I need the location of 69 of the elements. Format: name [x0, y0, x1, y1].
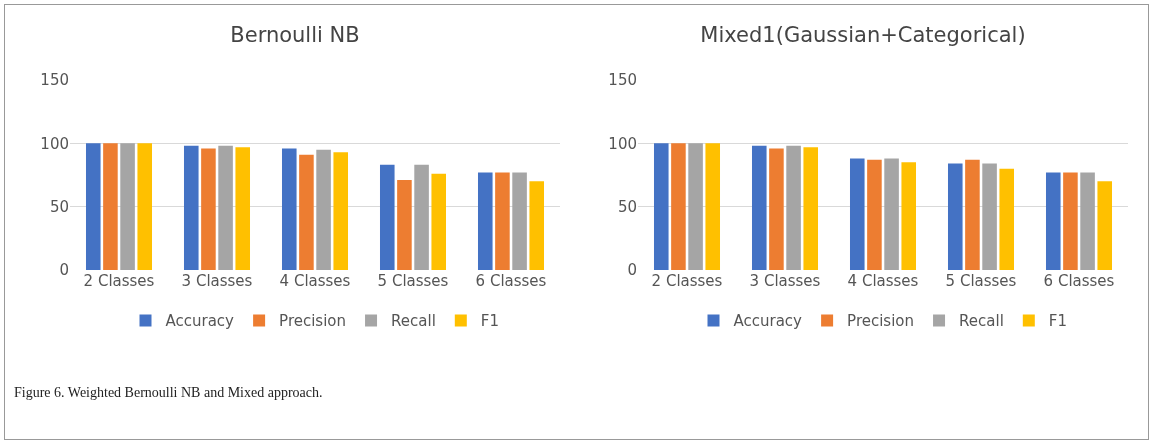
- bar: [1097, 181, 1113, 270]
- bar: [653, 143, 669, 270]
- x-tick-label: 6 Classes: [475, 272, 547, 290]
- bar: [512, 172, 527, 270]
- legend-label: Precision: [279, 312, 347, 331]
- bar: [999, 168, 1015, 270]
- legend-label: Accuracy: [733, 312, 803, 331]
- legend-label: F1: [480, 312, 499, 331]
- y-tick-label: 150: [608, 71, 637, 90]
- x-tick-label: 2 Classes: [83, 272, 155, 290]
- bar: [137, 143, 153, 270]
- y-tick-label: 100: [40, 134, 69, 153]
- bar: [1045, 172, 1061, 270]
- legend-label: Recall: [391, 312, 436, 331]
- bar: [947, 163, 963, 270]
- x-tick-label: 5 Classes: [945, 272, 1017, 290]
- bar: [751, 145, 767, 270]
- y-tick-label: 50: [49, 197, 69, 216]
- bar: [85, 143, 101, 270]
- legend-label: Recall: [959, 312, 1004, 331]
- bar: [901, 162, 917, 270]
- bar: [688, 143, 703, 270]
- bar: [529, 181, 545, 270]
- bar: [379, 164, 395, 270]
- bar: [235, 147, 251, 270]
- y-tick-label: 100: [608, 134, 637, 153]
- bar: [477, 172, 493, 270]
- caption: Figure 6. Weighted Bernoulli NB and Mixed approach.: [14, 385, 323, 401]
- bar: [316, 149, 331, 270]
- bar: [786, 145, 801, 270]
- bar: [495, 172, 510, 270]
- bar: [982, 163, 997, 270]
- bar: [965, 159, 980, 270]
- bar: [431, 173, 447, 270]
- x-tick-label: 2 Classes: [651, 272, 723, 290]
- x-tick-label: 4 Classes: [847, 272, 919, 290]
- bar: [867, 159, 882, 270]
- chart-title: Mixed1(Gaussian+Categorical): [700, 23, 1026, 48]
- bar: [218, 145, 233, 270]
- bar: [201, 148, 216, 270]
- bar: [769, 148, 784, 270]
- bar: [414, 164, 429, 270]
- bar: [120, 143, 135, 270]
- y-tick-label: 50: [617, 197, 637, 216]
- x-tick-label: 5 Classes: [377, 272, 449, 290]
- bar: [397, 180, 412, 270]
- x-tick-label: 3 Classes: [749, 272, 821, 290]
- y-tick-label: 0: [59, 261, 69, 280]
- chart-title: Bernoulli NB: [230, 23, 360, 48]
- bar: [1063, 172, 1078, 270]
- bar: [803, 147, 819, 270]
- x-tick-label: 4 Classes: [279, 272, 351, 290]
- bar: [671, 143, 686, 270]
- bar: [849, 158, 865, 270]
- bar: [1080, 172, 1095, 270]
- bar: [299, 154, 314, 270]
- bar: [103, 143, 118, 270]
- bar: [183, 145, 199, 270]
- bar: [705, 143, 721, 270]
- bar: [884, 158, 899, 270]
- x-tick-label: 3 Classes: [181, 272, 253, 290]
- legend-label: F1: [1048, 312, 1067, 331]
- y-tick-label: 0: [627, 261, 637, 280]
- x-tick-label: 6 Classes: [1043, 272, 1115, 290]
- legend-label: Precision: [847, 312, 915, 331]
- bar: [281, 148, 297, 270]
- legend-label: Accuracy: [165, 312, 235, 331]
- y-tick-label: 150: [40, 71, 69, 90]
- bar: [333, 152, 349, 270]
